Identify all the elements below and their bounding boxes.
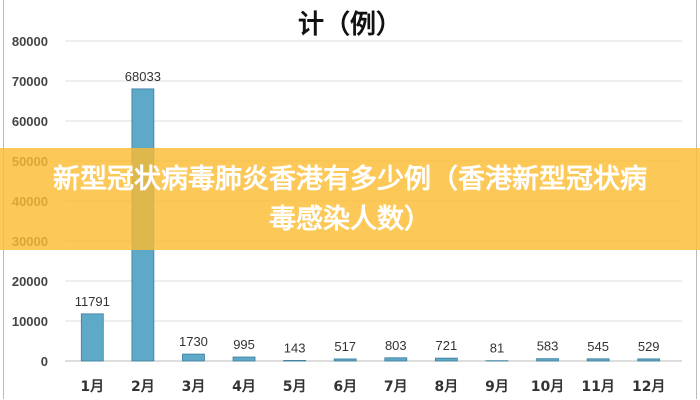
data-label: 529 [638,339,660,354]
bar [182,353,205,362]
headline-text: 新型冠状病毒肺炎香港有多少例（香港新型冠状病毒感染人数） [53,164,647,235]
data-label: 517 [334,339,356,354]
x-tick-label: 4月 [232,379,256,395]
data-label: 583 [537,339,559,354]
x-tick-label: 8月 [435,379,459,395]
data-label: 1730 [179,334,208,349]
x-tick-label: 7月 [384,379,408,395]
x-tick-label: 5月 [283,379,307,395]
chart-title: 计（例） [297,10,402,40]
x-tick-label: 10月 [531,379,564,395]
data-label: 81 [490,341,504,356]
x-tick-label: 9月 [485,379,509,395]
bar [80,313,104,362]
x-tick-label: 3月 [182,379,206,395]
bar [434,357,458,362]
bar [536,358,559,362]
bar [333,358,357,362]
data-label: 11791 [75,294,110,309]
data-label: 545 [587,339,609,354]
x-tick-label: 11月 [581,379,614,395]
y-tick-label: 20000 [12,274,48,289]
x-tick-label: 6月 [333,379,357,395]
data-label: 143 [284,340,306,355]
headline-banner [0,148,700,250]
data-label: 803 [385,338,407,353]
y-tick-label: 80000 [12,34,48,49]
bar [232,356,256,362]
data-label: 995 [233,337,255,352]
bar [637,358,661,362]
y-tick-label: 10000 [12,314,48,329]
y-tick-label: 70000 [12,74,48,89]
bar [384,357,408,362]
x-tick-label: 12月 [632,379,665,395]
bar [283,360,307,362]
data-label: 721 [436,338,458,353]
bar [586,358,610,362]
x-tick-label: 2月 [131,379,155,395]
y-tick-label: 0 [41,354,48,369]
x-tick-label: 1月 [80,379,104,395]
y-tick-label: 60000 [12,114,48,129]
data-label: 68033 [125,69,161,84]
